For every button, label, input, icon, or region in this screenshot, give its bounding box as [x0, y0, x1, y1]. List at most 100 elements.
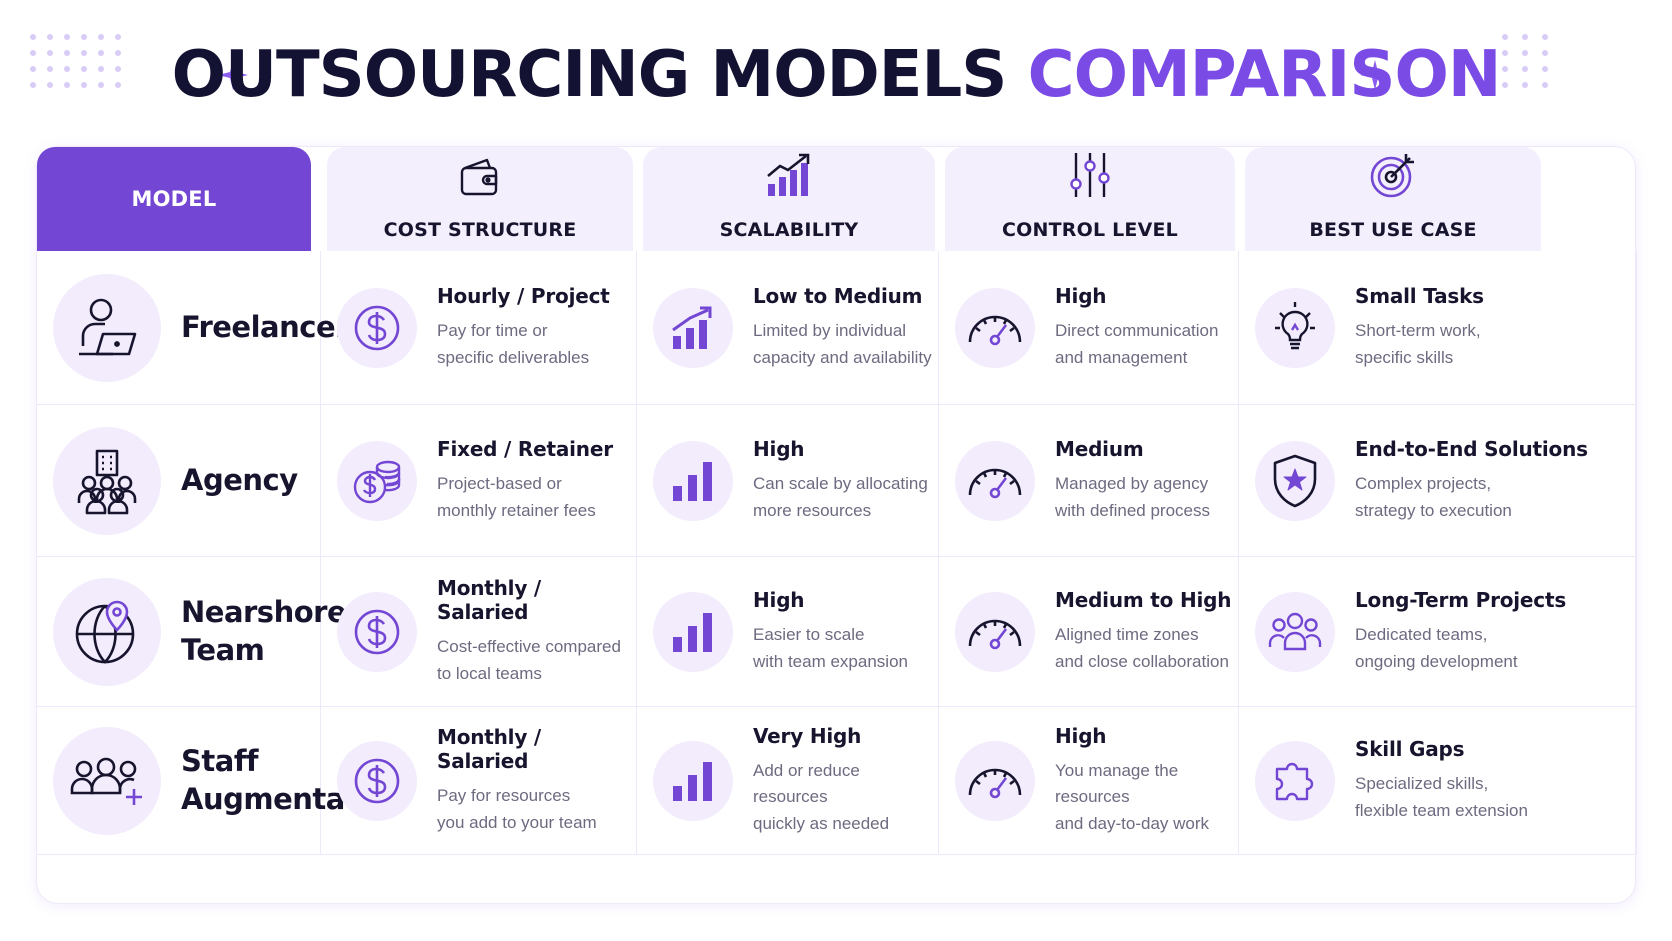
- cell-control: High You manage the resources and day-to-d…: [939, 707, 1239, 855]
- cell-control: Medium to High Aligned time zones and clos…: [939, 557, 1239, 707]
- description-line: ongoing development: [1355, 651, 1518, 671]
- cell-info: Monthly / Salaried Pay for resources you a…: [437, 725, 636, 836]
- dollar-icon: [337, 287, 417, 368]
- cell-title: Low to Medium: [753, 284, 923, 309]
- cell-title: Long-Term Projects: [1355, 588, 1567, 613]
- cell-info: End-to-End Solutions Complex projects, str…: [1355, 437, 1588, 524]
- cell-description: Add or reduce resources quickly as needed: [753, 758, 938, 837]
- cell-control: Medium Managed by agency with defined proc…: [939, 405, 1239, 557]
- cell-use-case: Skill Gaps Specialized skills, flexible te…: [1239, 707, 1637, 855]
- header-label: BEST USE CASE: [1309, 219, 1477, 241]
- bar-chart-icon: [653, 740, 733, 821]
- gauge-icon: [955, 287, 1035, 368]
- cell-description: Specialized skills, flexible team extensi…: [1355, 771, 1528, 824]
- description-line: to local teams: [437, 663, 542, 683]
- cell-cost: Monthly / Salaried Pay for resources you a…: [321, 707, 637, 855]
- cell-description: Aligned time zones and close collaboratio…: [1055, 622, 1231, 675]
- header-label: CONTROL LEVEL: [1002, 219, 1178, 241]
- title-main: OUTSOURCING MODELS: [171, 38, 1008, 112]
- cell-info: Medium Managed by agency with defined proc…: [1055, 437, 1210, 524]
- description-line: Can scale by allocating: [753, 474, 928, 494]
- model-name-line: Agency: [181, 462, 298, 497]
- rising-bars-icon: [653, 287, 733, 368]
- freelancer-laptop-icon: [53, 273, 161, 382]
- description-line: Managed by agency: [1055, 474, 1209, 494]
- cell-description: Can scale by allocating more resources: [753, 471, 928, 524]
- cell-cost: Hourly / Project Pay for time or specific …: [321, 251, 637, 405]
- dollar-icon: [337, 591, 417, 672]
- cell-scalability: High Easier to scale with team expansion: [637, 557, 939, 707]
- cell-title: Monthly / Salaried: [437, 576, 542, 625]
- cell-info: Monthly / Salaried Cost-effective compare…: [437, 576, 636, 687]
- cell-title: High: [1055, 284, 1107, 309]
- cell-info: Medium to High Aligned time zones and clos…: [1055, 588, 1231, 675]
- description-line: capacity and availability: [753, 347, 932, 367]
- header-label: SCALABILITY: [719, 219, 859, 241]
- cell-use-case: Small Tasks Short-term work, specific skil…: [1239, 251, 1637, 405]
- description-line: and close collaboration: [1055, 651, 1229, 671]
- target-icon: [1368, 150, 1418, 219]
- description-line: and management: [1055, 347, 1188, 367]
- globe-pin-icon: [53, 577, 161, 686]
- cell-info: Hourly / Project Pay for time or specific …: [437, 284, 610, 371]
- model-name-line: Freelancer: [181, 309, 349, 344]
- description-line: quickly as needed: [753, 813, 890, 833]
- cell-info: Very High Add or reduce resources quickly …: [753, 724, 938, 837]
- model-name-line: Nearshore: [181, 594, 347, 629]
- description-line: and day-to-day work: [1055, 813, 1210, 833]
- description-line: Pay for time or: [437, 321, 548, 341]
- cell-use-case: Long-Term Projects Dedicated teams, ongoin…: [1239, 557, 1637, 707]
- cell-title: Medium to High: [1055, 588, 1232, 613]
- description-line: Direct communication: [1055, 321, 1219, 341]
- cell-title: High: [1055, 723, 1107, 748]
- sparkle-icon: [1360, 60, 1390, 90]
- cell-title: High: [753, 437, 805, 462]
- description-line: Complex projects,: [1355, 474, 1492, 494]
- cell-title: End-to-End Solutions: [1355, 437, 1588, 462]
- cell-title: Fixed / Retainer: [437, 437, 613, 462]
- cell-title: Medium: [1055, 437, 1144, 462]
- description-line: Easier to scale: [753, 625, 865, 645]
- cell-title: Small Tasks: [1355, 284, 1484, 309]
- description-line: more resources: [753, 500, 872, 520]
- cell-description: Dedicated teams, ongoing development: [1355, 622, 1566, 675]
- cell-description: Direct communication and management: [1055, 318, 1218, 371]
- header-label: MODEL: [131, 187, 217, 211]
- cell-description: Cost-effective compared to local teams: [437, 634, 636, 687]
- description-line: flexible team extension: [1355, 800, 1528, 820]
- row-model-2: Nearshore Team: [37, 557, 347, 707]
- puzzle-icon: [1255, 740, 1335, 821]
- cell-scalability: Low to Medium Limited by individual capaci…: [637, 251, 939, 405]
- cell-title: Very High: [753, 723, 862, 748]
- gauge-icon: [955, 591, 1035, 672]
- description-line: Specialized skills,: [1355, 774, 1489, 794]
- decorative-dots-right: [1502, 34, 1548, 88]
- description-line: specific skills: [1355, 347, 1454, 367]
- description-line: you add to your team: [437, 812, 597, 832]
- gauge-icon: [955, 740, 1035, 821]
- model-name-line: Team: [181, 632, 265, 667]
- description-line: Short-term work,: [1355, 321, 1481, 341]
- wallet-icon: [457, 154, 503, 219]
- row-model-0: Freelancer: [37, 251, 349, 405]
- description-line: Add or reduce resources: [753, 760, 860, 807]
- cell-description: Short-term work, specific skills: [1355, 318, 1484, 371]
- page-title: OUTSOURCING MODELS COMPARISON: [0, 38, 1672, 112]
- description-line: specific deliverables: [437, 347, 590, 367]
- lightbulb-icon: [1255, 287, 1335, 368]
- cell-info: High Easier to scale with team expansion: [753, 588, 908, 675]
- cell-info: Skill Gaps Specialized skills, flexible te…: [1355, 737, 1528, 824]
- decorative-dots-left: [30, 34, 121, 88]
- bar-chart-icon: [653, 440, 733, 521]
- header-model: MODEL: [37, 147, 311, 251]
- cell-info: Low to Medium Limited by individual capaci…: [753, 284, 932, 371]
- cell-control: High Direct communication and management: [939, 251, 1239, 405]
- shield-star-icon: [1255, 440, 1335, 521]
- row-model-1: Agency: [37, 405, 321, 557]
- cell-info: Small Tasks Short-term work, specific skil…: [1355, 284, 1484, 371]
- cell-title: Skill Gaps: [1355, 737, 1465, 762]
- gauge-icon: [955, 440, 1035, 521]
- coins-icon: [337, 440, 417, 521]
- cell-description: Limited by individual capacity and availa…: [753, 318, 932, 371]
- team-add-icon: [53, 726, 161, 835]
